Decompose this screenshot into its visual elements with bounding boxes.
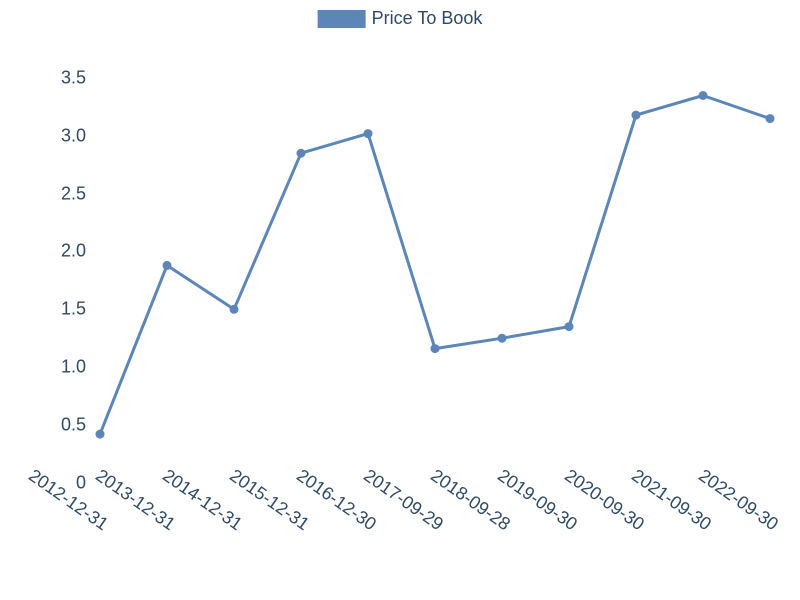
data-point bbox=[163, 261, 172, 270]
y-tick-label: 0.5 bbox=[0, 414, 86, 435]
y-tick-label: 1.5 bbox=[0, 299, 86, 320]
y-tick-label: 1.0 bbox=[0, 357, 86, 378]
data-point bbox=[632, 111, 641, 120]
y-tick-label: 3.5 bbox=[0, 68, 86, 89]
data-point bbox=[297, 149, 306, 158]
data-point bbox=[565, 322, 574, 331]
data-point bbox=[498, 334, 507, 343]
data-point bbox=[230, 305, 239, 314]
y-tick-label: 3.0 bbox=[0, 125, 86, 146]
data-point bbox=[96, 430, 105, 439]
data-point bbox=[431, 344, 440, 353]
line-chart: Price To Book 00.51.01.52.02.53.03.52012… bbox=[0, 0, 800, 600]
y-tick-label: 2.5 bbox=[0, 183, 86, 204]
data-point bbox=[699, 91, 708, 100]
series-line bbox=[100, 96, 770, 435]
data-point bbox=[766, 114, 775, 123]
y-tick-label: 2.0 bbox=[0, 241, 86, 262]
data-point bbox=[364, 129, 373, 138]
